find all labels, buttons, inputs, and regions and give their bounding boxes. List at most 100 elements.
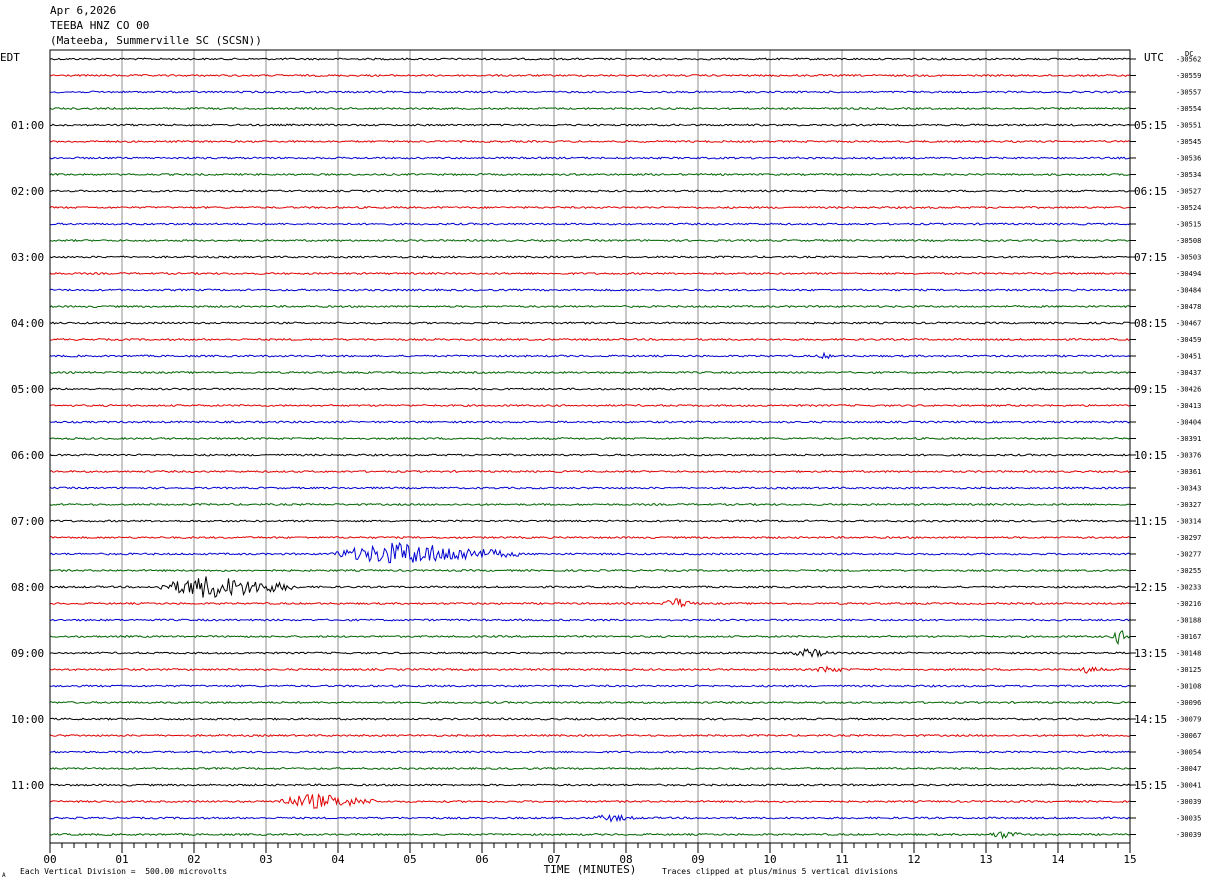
edt-hour-label: 10:00 [11, 713, 44, 726]
trace-12 [49, 255, 1131, 259]
trace-16 [49, 321, 1131, 325]
edt-hour-label: 04:00 [11, 317, 44, 330]
corner-mark: A [2, 872, 6, 879]
dc-label: DC [1185, 50, 1193, 58]
trace-47 [49, 831, 1131, 840]
trace-3 [49, 106, 1131, 111]
edt-hour-label: 01:00 [11, 119, 44, 132]
clip-note: Traces clipped at plus/minus 5 vertical … [662, 867, 899, 876]
utc-hour-label: 11:15 [1134, 515, 1167, 528]
trace-21 [49, 403, 1131, 408]
dc-offset-label: -30437 [1176, 369, 1201, 377]
dc-offset-label: -30413 [1176, 402, 1201, 410]
utc-hour-label: 12:15 [1134, 581, 1167, 594]
trace-1 [49, 73, 1131, 78]
dc-offset-label: -30404 [1176, 419, 1201, 427]
x-tick-label: 05 [403, 853, 416, 866]
trace-8 [49, 189, 1131, 193]
dc-offset-label: -30467 [1176, 320, 1201, 328]
dc-offset-label: -30277 [1176, 551, 1201, 559]
seismic-traces [49, 57, 1131, 840]
edt-hour-label: 03:00 [11, 251, 44, 264]
trace-43 [49, 766, 1131, 771]
dc-offset-label: -30376 [1176, 452, 1201, 460]
trace-41 [49, 733, 1131, 738]
x-tick-label: 02 [187, 853, 200, 866]
edt-hour-label: 08:00 [11, 581, 44, 594]
trace-14 [49, 288, 1131, 292]
x-tick-label: 13 [979, 853, 992, 866]
x-tick-label: 01 [115, 853, 128, 866]
trace-6 [49, 156, 1131, 160]
dc-offset-label: -30255 [1176, 567, 1201, 575]
trace-45 [49, 793, 1131, 809]
trace-13 [49, 271, 1131, 276]
dc-offset-label: -30554 [1176, 105, 1201, 113]
utc-hour-label: 09:15 [1134, 383, 1167, 396]
dc-offset-label: -30551 [1176, 122, 1201, 130]
utc-hour-label: 07:15 [1134, 251, 1167, 264]
x-axis-title: TIME (MINUTES) [544, 863, 637, 876]
dc-offset-label: -30233 [1176, 584, 1201, 592]
dc-offset-label: -30327 [1176, 501, 1201, 509]
dc-offset-label: -30108 [1176, 683, 1201, 691]
dc-offset-label: -30503 [1176, 254, 1201, 262]
trace-37 [49, 665, 1131, 674]
trace-38 [49, 684, 1131, 688]
utc-hour-label: 13:15 [1134, 647, 1167, 660]
trace-17 [49, 337, 1131, 342]
trace-35 [49, 630, 1131, 646]
dc-offset-label: -30297 [1176, 534, 1201, 542]
trace-18 [49, 351, 1131, 360]
plot-frame [49, 49, 1131, 844]
trace-10 [49, 222, 1131, 226]
x-tick-label: 15 [1123, 853, 1136, 866]
utc-hour-label: 10:15 [1134, 449, 1167, 462]
trace-4 [49, 123, 1131, 127]
dc-offset-label: -30484 [1176, 287, 1201, 295]
left-tz-label: EDT [0, 51, 20, 64]
dc-offset-label: -30508 [1176, 237, 1201, 245]
dc-offset-label: -30559 [1176, 72, 1201, 80]
x-tick-label: 04 [331, 853, 345, 866]
x-tick-label: 14 [1051, 853, 1065, 866]
dc-offset-label: -30524 [1176, 204, 1201, 212]
dc-offset-label: -30545 [1176, 138, 1201, 146]
dc-offset-label: -30054 [1176, 749, 1201, 757]
vertical-gridlines [121, 50, 1059, 843]
trace-30 [49, 542, 1131, 564]
x-tick-label: 12 [907, 853, 920, 866]
dc-offset-label: -30035 [1176, 815, 1201, 823]
dc-offset-label: -30314 [1176, 518, 1201, 526]
edt-hour-label: 02:00 [11, 185, 44, 198]
trace-19 [49, 370, 1131, 375]
scale-note: Each Vertical Division = 500.00 microvol… [20, 867, 228, 876]
dc-offset-label: -30039 [1176, 798, 1201, 806]
edt-hour-label: 07:00 [11, 515, 44, 528]
edt-hour-label: 09:00 [11, 647, 44, 660]
header-date: Apr 6,2026 [50, 4, 117, 17]
x-tick-label: 07 [547, 853, 560, 866]
dc-offset-label: -30527 [1176, 188, 1201, 196]
trace-40 [49, 717, 1131, 721]
header-station: (Mateeba, Summerville SC (SCSN)) [50, 34, 262, 47]
x-tick-label: 10 [763, 853, 776, 866]
x-tick-label: 00 [43, 853, 56, 866]
dc-offset-label: -30148 [1176, 650, 1201, 658]
edt-hour-label: 06:00 [11, 449, 44, 462]
trace-7 [49, 172, 1131, 177]
trace-0 [49, 57, 1131, 61]
trace-22 [49, 420, 1131, 424]
dc-offset-label: -30067 [1176, 732, 1201, 740]
trace-42 [49, 750, 1131, 754]
dc-offset-label: -30125 [1176, 666, 1201, 674]
dc-offset-label: -30167 [1176, 633, 1201, 641]
trace-11 [49, 238, 1131, 243]
utc-hour-label: 14:15 [1134, 713, 1167, 726]
x-tick-label: 08 [619, 853, 632, 866]
trace-32 [49, 576, 1131, 599]
dc-offset-label: -30039 [1176, 831, 1201, 839]
trace-20 [49, 387, 1131, 391]
trace-23 [49, 436, 1131, 441]
